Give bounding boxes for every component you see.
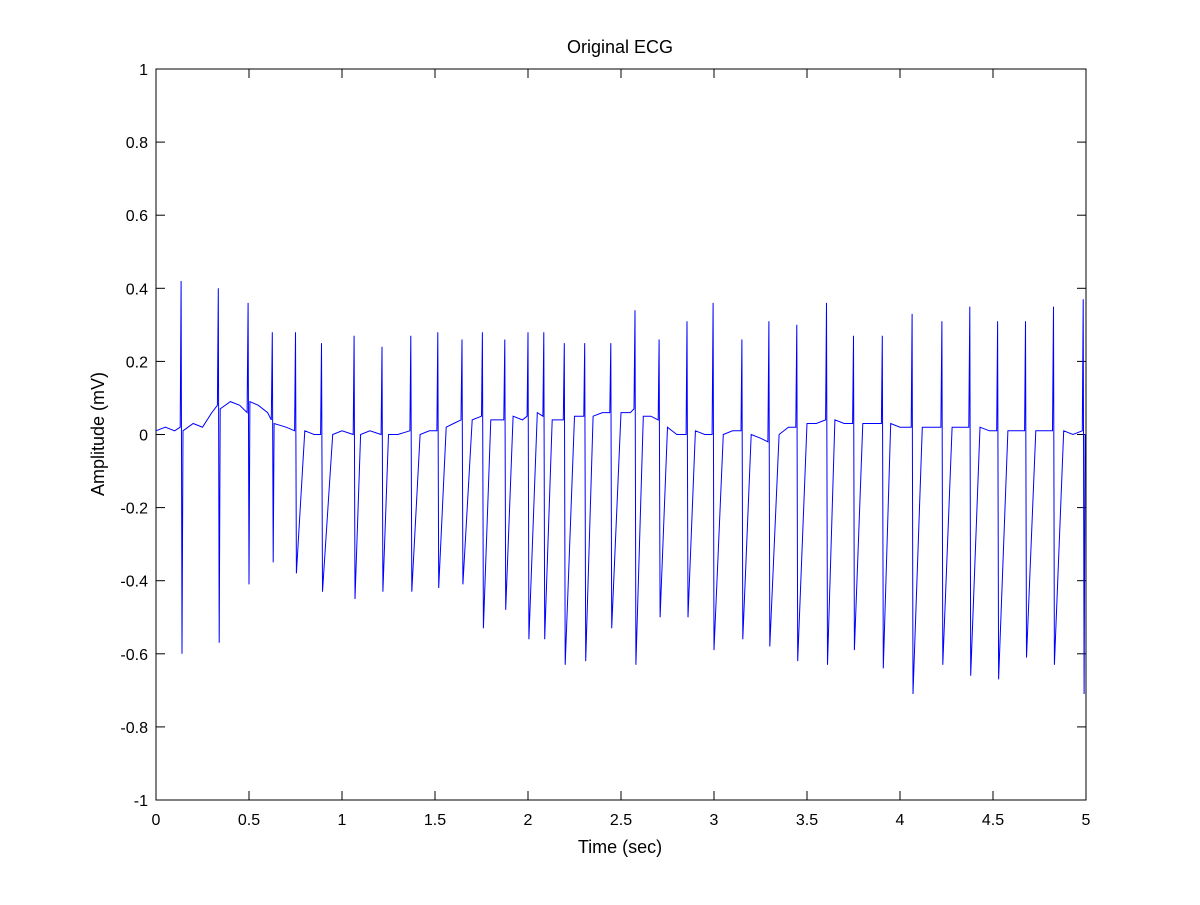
y-tick-label: -0.6 <box>120 647 148 664</box>
x-tick-label: 1.5 <box>424 812 446 829</box>
x-tick-label: 4.5 <box>982 812 1004 829</box>
chart-title: Original ECG <box>567 37 673 57</box>
y-tick-label: 0.6 <box>126 208 148 225</box>
x-tick-label: 4 <box>896 812 905 829</box>
y-tick-label: -0.4 <box>120 574 148 591</box>
x-tick-label: 2.5 <box>610 812 632 829</box>
x-tick-label: 0.5 <box>238 812 260 829</box>
plot-area: 0 0.5 1 1.5 2 2.5 3 3.5 4 4.5 5 -1 -0.8 -0.6 -0.4 -0.2 0… <box>120 62 1090 829</box>
y-tick-label: 0.4 <box>126 281 148 298</box>
ecg-series-line <box>155 280 1086 695</box>
x-tick-label: 3.5 <box>796 812 818 829</box>
x-axis-label: Time (sec) <box>578 837 662 857</box>
x-tick-label: 0 <box>152 812 161 829</box>
y-tick-label: 0.8 <box>126 135 148 152</box>
x-tick-label: 1 <box>338 812 347 829</box>
x-tick-label: 3 <box>710 812 719 829</box>
x-tick-label: 5 <box>1082 812 1091 829</box>
y-tick-label: 0.2 <box>126 354 148 371</box>
x-tick-label: 2 <box>524 812 533 829</box>
y-axis-label: Amplitude (mV) <box>88 372 108 496</box>
y-tick-label: 0 <box>139 428 148 445</box>
y-tick-label: -1 <box>134 793 148 810</box>
y-tick-label: 1 <box>139 62 148 79</box>
y-tick-label: -0.2 <box>120 501 148 518</box>
y-tick-label: -0.8 <box>120 720 148 737</box>
